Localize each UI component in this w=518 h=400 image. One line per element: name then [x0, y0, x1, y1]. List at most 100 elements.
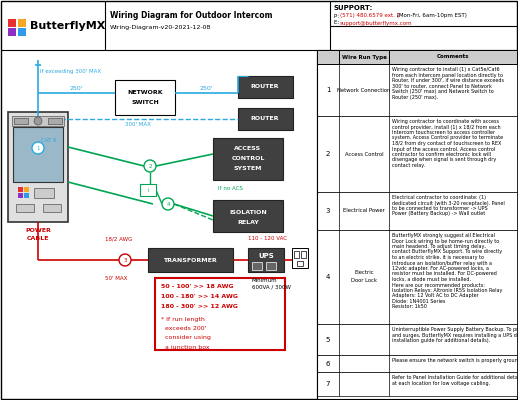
Text: and surges, ButterflyMX requires installing a UPS device (see panel: and surges, ButterflyMX requires install… — [392, 332, 518, 338]
Text: 3: 3 — [326, 208, 330, 214]
Bar — [252, 262, 262, 270]
Text: a junction box: a junction box — [161, 344, 210, 350]
Text: dedicated circuit (with 3-20 receptacle). Panel: dedicated circuit (with 3-20 receptacle)… — [392, 200, 505, 206]
Text: system. Access Control provider to terminate: system. Access Control provider to termi… — [392, 136, 503, 140]
Text: contractor to confirm electronic lock will: contractor to confirm electronic lock wi… — [392, 152, 491, 157]
Text: from each Intercom panel location directly to: from each Intercom panel location direct… — [392, 72, 503, 78]
Circle shape — [119, 254, 131, 266]
Text: 6: 6 — [326, 361, 330, 367]
Text: If exceeding 300' MAX: If exceeding 300' MAX — [40, 68, 101, 74]
Text: SYSTEM: SYSTEM — [234, 166, 262, 170]
Bar — [292, 248, 308, 268]
Text: Wiring Diagram for Outdoor Intercom: Wiring Diagram for Outdoor Intercom — [110, 10, 272, 20]
Text: support@butterflymx.com: support@butterflymx.com — [340, 20, 413, 26]
Text: Wire Run Type: Wire Run Type — [341, 54, 386, 60]
Text: Router (250' max).: Router (250' max). — [392, 94, 438, 100]
Text: Electric: Electric — [354, 270, 374, 276]
Bar — [34, 188, 54, 198]
Circle shape — [34, 117, 42, 125]
Text: ROUTER: ROUTER — [251, 84, 279, 90]
Text: CABLE: CABLE — [27, 236, 49, 240]
Text: CONTROL: CONTROL — [232, 156, 265, 160]
Text: ISOLATION: ISOLATION — [229, 210, 267, 214]
Text: Wiring-Diagram-v20-2021-12-08: Wiring-Diagram-v20-2021-12-08 — [110, 26, 211, 30]
Text: locks, a diode must be installed.: locks, a diode must be installed. — [392, 277, 471, 282]
Text: Door Lock: Door Lock — [351, 278, 377, 284]
Text: Resistor: 1k50: Resistor: 1k50 — [392, 304, 427, 310]
Text: SWITCH: SWITCH — [131, 100, 159, 106]
Text: Diode: 1N4001 Series: Diode: 1N4001 Series — [392, 299, 445, 304]
Text: installation guide for additional details).: installation guide for additional detail… — [392, 338, 490, 343]
Text: 250': 250' — [69, 86, 83, 90]
Text: 300' to router, connect Panel to Network: 300' to router, connect Panel to Network — [392, 84, 492, 88]
Bar — [14, 118, 28, 124]
Text: Door Lock wiring to be home-run directly to: Door Lock wiring to be home-run directly… — [392, 238, 499, 244]
Text: 18/2 AWG: 18/2 AWG — [105, 236, 133, 242]
Text: consider using: consider using — [161, 336, 211, 340]
Circle shape — [162, 198, 174, 210]
Bar — [8, 28, 16, 36]
Text: 12vdc adapter. For AC-powered locks, a: 12vdc adapter. For AC-powered locks, a — [392, 266, 489, 271]
Text: control provider, install (1) x 18/2 from each: control provider, install (1) x 18/2 fro… — [392, 124, 500, 130]
Text: Minimum: Minimum — [252, 278, 278, 282]
Text: 4: 4 — [166, 202, 170, 206]
Bar — [140, 184, 156, 196]
Bar — [24, 187, 29, 192]
Bar — [317, 355, 517, 372]
Text: Please ensure the network switch is properly grounded.: Please ensure the network switch is prop… — [392, 358, 518, 363]
Bar — [48, 118, 62, 124]
Text: to be connected to transformer -> UPS: to be connected to transformer -> UPS — [392, 206, 487, 211]
Text: ButterflyMX: ButterflyMX — [30, 21, 105, 31]
Text: Switch (250' max) and Network Switch to: Switch (250' max) and Network Switch to — [392, 89, 494, 94]
Bar — [297, 261, 303, 266]
Text: Electrical contractor to coordinate: (1): Electrical contractor to coordinate: (1) — [392, 195, 486, 200]
Text: 2: 2 — [326, 151, 330, 157]
Text: to an electric strike, it is necessary to: to an electric strike, it is necessary t… — [392, 255, 484, 260]
Text: Refer to Panel Installation Guide for additional details. Leave 6' service loop: Refer to Panel Installation Guide for ad… — [392, 375, 518, 380]
Text: 180 - 300' >> 12 AWG: 180 - 300' >> 12 AWG — [161, 304, 238, 310]
Text: Uninterruptible Power Supply Battery Backup. To prevent voltage drops: Uninterruptible Power Supply Battery Bac… — [392, 327, 518, 332]
Text: 50 - 100' >> 18 AWG: 50 - 100' >> 18 AWG — [161, 284, 234, 290]
Bar — [266, 262, 276, 270]
Bar — [213, 200, 283, 232]
Circle shape — [32, 142, 44, 154]
Text: ButterflyMX strongly suggest all Electrical: ButterflyMX strongly suggest all Electri… — [392, 233, 495, 238]
Text: Here are our recommended products:: Here are our recommended products: — [392, 282, 485, 288]
Text: 250': 250' — [199, 86, 213, 90]
Text: P:: P: — [334, 14, 341, 18]
Bar — [294, 251, 299, 258]
Text: resistor must be installed. For DC-powered: resistor must be installed. For DC-power… — [392, 272, 497, 276]
Text: disengage when signal is sent through dry: disengage when signal is sent through dr… — [392, 158, 496, 162]
Bar — [16, 204, 34, 212]
Text: POWER: POWER — [25, 228, 51, 232]
Bar — [18, 187, 23, 192]
Bar — [317, 50, 517, 64]
Text: ROUTER: ROUTER — [251, 116, 279, 122]
Text: 4: 4 — [326, 274, 330, 280]
Text: 2: 2 — [148, 164, 152, 168]
Text: Electrical Power: Electrical Power — [343, 208, 385, 214]
Text: ACCESS: ACCESS — [235, 146, 262, 150]
Text: If no ACS: If no ACS — [218, 186, 243, 190]
Bar — [43, 204, 61, 212]
Bar — [248, 248, 284, 272]
Bar — [24, 193, 29, 198]
Text: Access Control: Access Control — [344, 152, 383, 156]
Text: main headend. To adjust timing delay,: main headend. To adjust timing delay, — [392, 244, 486, 249]
Bar — [317, 372, 517, 396]
Text: Network Connection: Network Connection — [337, 88, 391, 92]
Text: exceeds 200': exceeds 200' — [161, 326, 207, 332]
Bar — [238, 108, 293, 130]
Bar — [148, 248, 233, 272]
Text: Router. If under 300', if wire distance exceeds: Router. If under 300', if wire distance … — [392, 78, 504, 83]
Bar — [317, 50, 517, 399]
Text: introduce an isolation/buffer relay with a: introduce an isolation/buffer relay with… — [392, 260, 492, 266]
Bar — [317, 192, 517, 230]
Bar — [317, 116, 517, 192]
Text: 1: 1 — [326, 87, 330, 93]
Text: 18/2 from dry contact of touchscreen to REX: 18/2 from dry contact of touchscreen to … — [392, 141, 501, 146]
Text: Adapters: 12 Volt AC to DC Adapter: Adapters: 12 Volt AC to DC Adapter — [392, 294, 479, 298]
Bar — [8, 19, 16, 27]
Text: Wiring contractor to install (1) x Cat5e/Cat6: Wiring contractor to install (1) x Cat5e… — [392, 67, 500, 72]
Text: UPS: UPS — [258, 253, 274, 259]
